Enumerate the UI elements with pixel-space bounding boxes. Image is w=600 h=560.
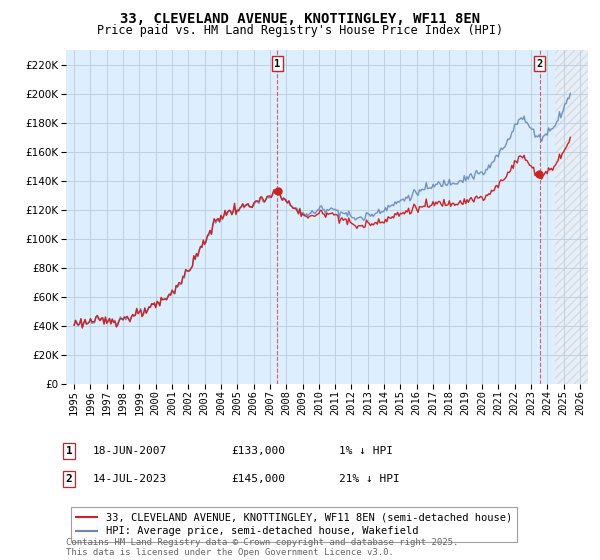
Text: 2: 2 — [65, 474, 73, 484]
Text: Price paid vs. HM Land Registry's House Price Index (HPI): Price paid vs. HM Land Registry's House … — [97, 24, 503, 36]
Text: 14-JUL-2023: 14-JUL-2023 — [93, 474, 167, 484]
Text: 1% ↓ HPI: 1% ↓ HPI — [339, 446, 393, 456]
Text: £133,000: £133,000 — [231, 446, 285, 456]
Bar — [556, 50, 588, 384]
Text: £145,000: £145,000 — [231, 474, 285, 484]
Bar — [556, 50, 588, 384]
Text: 33, CLEVELAND AVENUE, KNOTTINGLEY, WF11 8EN: 33, CLEVELAND AVENUE, KNOTTINGLEY, WF11 … — [120, 12, 480, 26]
Text: 21% ↓ HPI: 21% ↓ HPI — [339, 474, 400, 484]
Text: 1: 1 — [65, 446, 73, 456]
Text: Contains HM Land Registry data © Crown copyright and database right 2025.
This d: Contains HM Land Registry data © Crown c… — [66, 538, 458, 557]
Text: 1: 1 — [274, 59, 281, 69]
Text: 2: 2 — [536, 59, 543, 69]
Text: 18-JUN-2007: 18-JUN-2007 — [93, 446, 167, 456]
Legend: 33, CLEVELAND AVENUE, KNOTTINGLEY, WF11 8EN (semi-detached house), HPI: Average : 33, CLEVELAND AVENUE, KNOTTINGLEY, WF11 … — [71, 507, 517, 542]
